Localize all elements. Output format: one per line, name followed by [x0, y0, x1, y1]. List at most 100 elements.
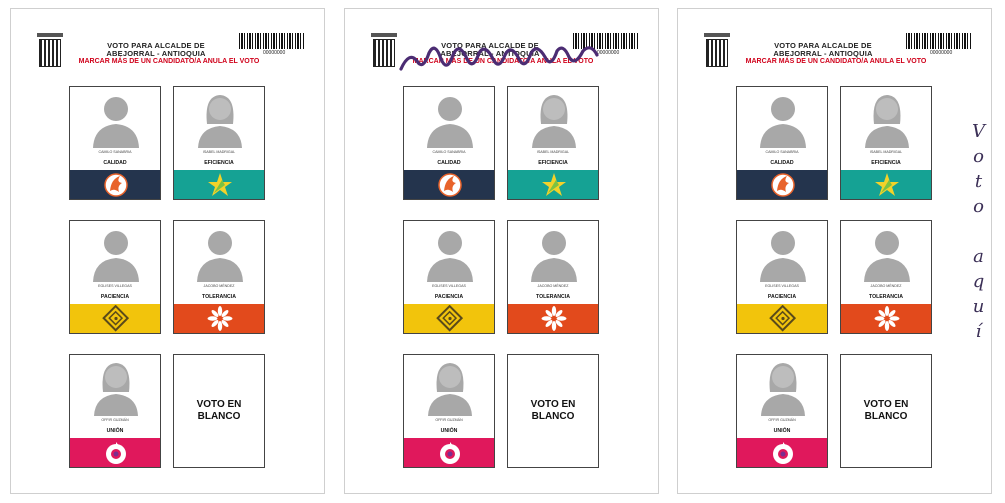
blank-vote-label-2: BLANCO [864, 411, 908, 422]
blank-vote-label-2: BLANCO [197, 411, 241, 422]
barcode [573, 33, 639, 49]
candidate-name: CAMILO SANABRIA [432, 150, 466, 154]
barcode [239, 33, 305, 49]
silhouette-female-icon [94, 363, 138, 416]
party-name: EFICIENCIA [204, 160, 234, 166]
party-color-band [70, 304, 160, 333]
ballot-warning: MARCAR MÁS DE UN CANDIDATO/A ANULA EL VO… [745, 58, 927, 65]
circle-hand-logo-icon [773, 442, 793, 464]
candidate-name: ISABEL MADRIGAL [869, 150, 903, 154]
knot-logo-icon [436, 305, 464, 332]
candidate-name: OFFIR GUZMÁN [768, 418, 796, 422]
knot-logo-icon [769, 305, 797, 332]
party-name: EFICIENCIA [871, 160, 901, 166]
candidate-name: JACOBO MÉNDEZ [870, 284, 902, 288]
barcode-number: 00000000 [597, 50, 620, 56]
candidate-card-tolerancia[interactable]: JACOBO MÉNDEZ TOLERANCIA [840, 220, 932, 334]
flower-logo-icon [207, 306, 233, 331]
silhouette-female-icon [428, 363, 472, 416]
party-color-band [70, 438, 160, 467]
candidate-name: JACOBO MÉNDEZ [537, 284, 569, 288]
party-name: TOLERANCIA [202, 294, 236, 300]
party-color-band [174, 170, 264, 199]
qr-code [704, 33, 730, 69]
star-logo-icon [208, 173, 232, 196]
scribble-mark [399, 46, 599, 71]
party-color-band [508, 304, 598, 333]
ballot-subtitle: ABEJORRAL - ANTIOQUIA [773, 49, 873, 58]
star-logo-icon [542, 173, 566, 196]
candidate-name: JACOBO MÉNDEZ [203, 284, 235, 288]
party-name: PACIENCIA [100, 294, 130, 300]
party-color-band [841, 170, 931, 199]
party-name: EFICIENCIA [538, 160, 568, 166]
party-name: UNIÓN [106, 428, 124, 434]
phoenix-logo-icon [771, 173, 795, 197]
blank-vote-card[interactable]: VOTO EN BLANCO [173, 354, 265, 468]
party-name: CALIDAD [437, 160, 461, 166]
candidate-card-eficiencia[interactable]: ISABEL MADRIGAL EFICIENCIA [840, 86, 932, 200]
party-color-band [174, 304, 264, 333]
party-color-band [404, 170, 494, 199]
candidate-card-union[interactable]: OFFIR GUZMÁN UNIÓN [403, 354, 495, 468]
candidate-card-paciencia[interactable]: EGLISES VILLEGAS PACIENCIA [403, 220, 495, 334]
candidate-card-union[interactable]: OFFIR GUZMÁN UNIÓN [736, 354, 828, 468]
party-name: UNIÓN [440, 428, 458, 434]
candidate-card-eficiencia[interactable]: ISABEL MADRIGAL EFICIENCIA [173, 86, 265, 200]
phoenix-logo-icon [104, 173, 128, 197]
party-color-band [841, 304, 931, 333]
candidate-card-union[interactable]: OFFIR GUZMÁN UNIÓN [69, 354, 161, 468]
party-name: CALIDAD [103, 160, 127, 166]
candidate-card-paciencia[interactable]: EGLISES VILLEGAS PACIENCIA [69, 220, 161, 334]
blank-vote-card[interactable]: VOTO EN BLANCO [840, 354, 932, 468]
candidate-name: OFFIR GUZMÁN [435, 418, 463, 422]
ballot-title: VOTO PARA ALCALDE DE [441, 41, 539, 50]
party-name: UNIÓN [773, 428, 791, 434]
ballot-title: VOTO PARA ALCALDE DE [774, 41, 872, 50]
candidate-name: ISABEL MADRIGAL [536, 150, 570, 154]
silhouette-female-icon [761, 363, 805, 416]
silhouette-male-icon [197, 231, 243, 282]
candidate-name: CAMILO SANABRIA [98, 150, 132, 154]
blank-vote-card[interactable]: VOTO EN BLANCO [507, 354, 599, 468]
candidate-card-tolerancia[interactable]: JACOBO MÉNDEZ TOLERANCIA [507, 220, 599, 334]
party-name: PACIENCIA [767, 294, 797, 300]
ballot-title: VOTO PARA ALCALDE DE [107, 41, 205, 50]
candidate-card-paciencia[interactable]: EGLISES VILLEGAS PACIENCIA [736, 220, 828, 334]
silhouette-male-icon [427, 97, 473, 148]
candidate-card-calidad[interactable]: CAMILO SANABRIA CALIDAD [736, 86, 828, 200]
ballot-warning: MARCAR MÁS DE UN CANDIDATO/A ANULA EL VO… [78, 58, 260, 65]
party-color-band [737, 170, 827, 199]
silhouette-male-icon [427, 231, 473, 282]
candidate-card-calidad[interactable]: CAMILO SANABRIA CALIDAD [69, 86, 161, 200]
silhouette-male-icon [93, 231, 139, 282]
circle-hand-logo-icon [440, 442, 460, 464]
candidate-card-eficiencia[interactable]: ISABEL MADRIGAL EFICIENCIA [507, 86, 599, 200]
silhouette-female-icon [198, 95, 242, 148]
candidate-name: EGLISES VILLEGAS [432, 284, 466, 288]
silhouette-female-icon [865, 95, 909, 148]
silhouette-male-icon [864, 231, 910, 282]
candidate-name: EGLISES VILLEGAS [765, 284, 799, 288]
party-name: PACIENCIA [434, 294, 464, 300]
knot-logo-icon [102, 305, 130, 332]
party-color-band [508, 170, 598, 199]
flower-logo-icon [874, 306, 900, 331]
ballot-3: 00000000 VOTO PARA ALCALDE DE ABEJORRAL … [677, 8, 992, 494]
silhouette-male-icon [531, 231, 577, 282]
candidate-name: CAMILO SANABRIA [765, 150, 799, 154]
barcode-number: 00000000 [930, 50, 953, 56]
party-color-band [70, 170, 160, 199]
party-color-band [737, 438, 827, 467]
ballot-2: 00000000 VOTO PARA ALCALDE DE ABEJORRAL … [344, 8, 659, 494]
flower-logo-icon [541, 306, 567, 331]
blank-vote-label-2: BLANCO [531, 411, 575, 422]
party-color-band [404, 304, 494, 333]
party-color-band [737, 304, 827, 333]
qr-code [37, 33, 63, 69]
candidate-card-tolerancia[interactable]: JACOBO MÉNDEZ TOLERANCIA [173, 220, 265, 334]
candidate-card-calidad[interactable]: CAMILO SANABRIA CALIDAD [403, 86, 495, 200]
silhouette-male-icon [760, 97, 806, 148]
ballot-1: 00000000 VOTO PARA ALCALDE DE ABEJORRAL … [10, 8, 325, 494]
barcode-number: 00000000 [263, 50, 286, 56]
